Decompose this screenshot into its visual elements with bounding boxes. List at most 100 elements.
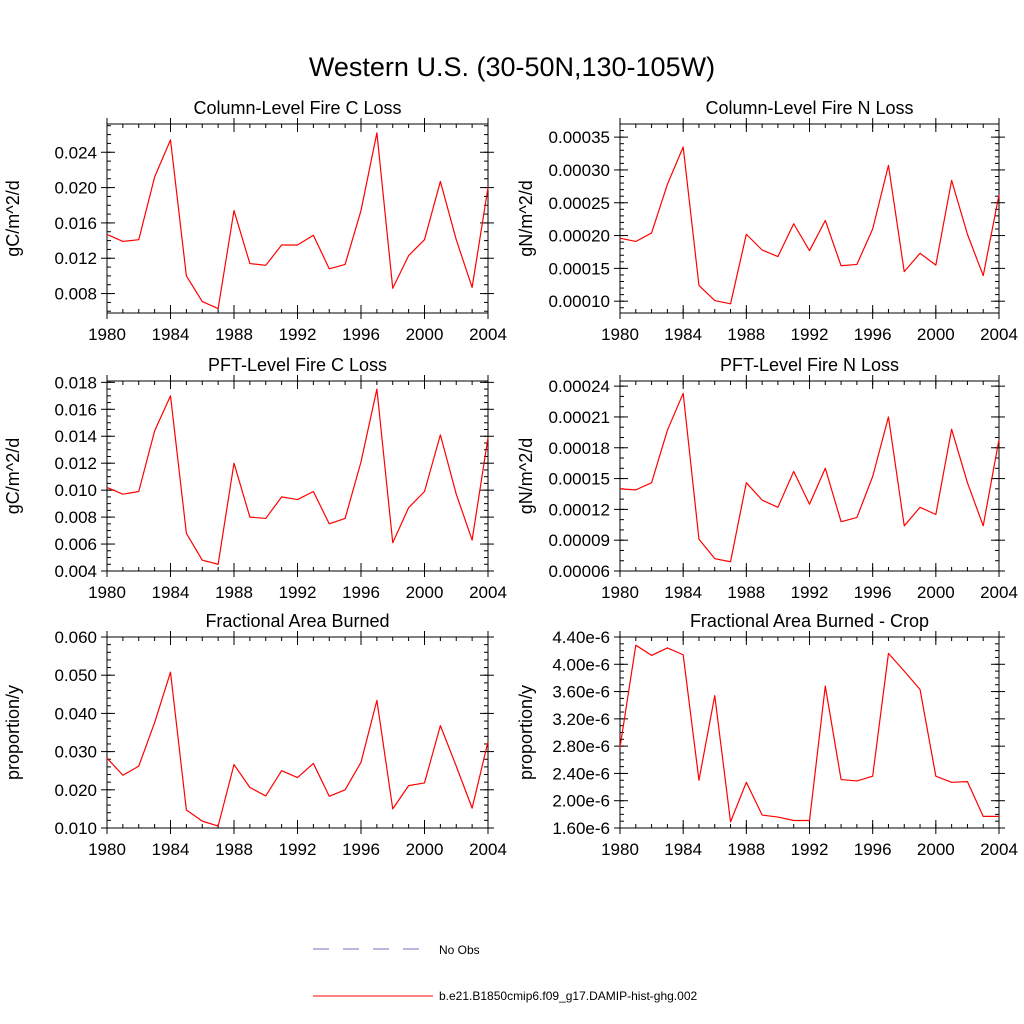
chart-panel-3: 0.004 0.006 0.008 0.010 0.012 0.014 0.016 0.018…: [3, 355, 507, 602]
x-tick-label: 1996: [854, 583, 892, 602]
y-tick-label: 0.004: [54, 562, 97, 581]
series-line-1: [106, 388, 489, 565]
x-tick-label: 1988: [215, 325, 253, 344]
y-tick-label: 1.60e-6: [552, 819, 610, 838]
legend: No Obs b.e21.B1850cmip6.f09_g17.DAMIP-hi…: [313, 943, 697, 1003]
y-tick-label: 0.00020: [549, 227, 610, 246]
x-tick-label: 2004: [469, 583, 507, 602]
chart-panel-2: 0.00010 0.00015 0.00020 0.00025 0.00030 0.000…: [516, 98, 1018, 344]
x-tick-label: 1984: [152, 840, 190, 859]
x-tick-label: 1992: [791, 325, 829, 344]
x-tick-label: 1988: [727, 583, 765, 602]
x-tick-label: 1996: [342, 840, 380, 859]
y-tick-label: 0.00009: [549, 531, 610, 550]
y-tick-label: 0.012: [54, 249, 97, 268]
chart-panel-1: 0.008 0.012 0.016 0.020 0.024 1980 1984 1988 199…: [3, 98, 507, 344]
x-tick-label: 2004: [469, 325, 507, 344]
y-tick-label: 3.60e-6: [552, 683, 610, 702]
x-tick-label: 1996: [854, 325, 892, 344]
x-tick-label: 1984: [152, 325, 190, 344]
y-tick-label: 0.020: [54, 179, 97, 198]
x-tick-label: 1992: [279, 583, 317, 602]
y-tick-label: 0.014: [54, 427, 97, 446]
y-tick-label: 0.00015: [549, 259, 610, 278]
y-tick-label: 0.00006: [549, 562, 610, 581]
series-line-1: [106, 132, 489, 310]
chart-panel-5: 0.010 0.020 0.030 0.040 0.050 0.060 1980 1984 19…: [3, 611, 507, 859]
x-tick-label: 1988: [215, 840, 253, 859]
chart-panel-6: 1.60e-6 2.00e-6 2.40e-6 2.80e-6 3.20e-6 3.60e…: [516, 611, 1018, 859]
y-tick-label: 0.00030: [549, 161, 610, 180]
y-tick-label: 0.00025: [549, 194, 610, 213]
x-tick-label: 1992: [791, 583, 829, 602]
y-tick-label: 2.40e-6: [552, 764, 610, 783]
x-tick-label: 2004: [980, 583, 1018, 602]
y-tick-label: 0.00024: [549, 377, 610, 396]
y-tick-label: 2.00e-6: [552, 792, 610, 811]
x-tick-label: 1984: [152, 583, 190, 602]
y-tick-label: 0.030: [54, 743, 97, 762]
y-tick-label: 0.040: [54, 704, 97, 723]
y-tick-label: 0.010: [54, 481, 97, 500]
x-tick-label: 1980: [601, 325, 639, 344]
y-axis-label: proportion/y: [3, 685, 23, 780]
panel-title: PFT-Level Fire N Loss: [720, 355, 899, 375]
chart-panels: 0.008 0.012 0.016 0.020 0.024 1980 1984 1988 199…: [3, 98, 1018, 859]
series-line-1: [619, 146, 1000, 305]
y-tick-label: 0.060: [54, 628, 97, 647]
series-line-1: [619, 392, 1000, 563]
x-tick-label: 1984: [664, 583, 702, 602]
x-tick-label: 1984: [664, 325, 702, 344]
x-tick-label: 1980: [88, 325, 126, 344]
chart-panel-4: 0.00006 0.00009 0.00012 0.00015 0.00018 0.000…: [516, 355, 1018, 602]
panel-title: Column-Level Fire C Loss: [193, 98, 401, 118]
y-tick-label: 0.024: [54, 143, 97, 162]
x-tick-label: 1988: [727, 840, 765, 859]
y-tick-label: 0.00018: [549, 439, 610, 458]
legend-label-no-obs: No Obs: [439, 943, 480, 957]
y-tick-label: 4.00e-6: [552, 655, 610, 674]
x-tick-label: 1984: [664, 840, 702, 859]
y-tick-label: 0.008: [54, 285, 97, 304]
plot-frame: [619, 123, 1000, 314]
y-tick-label: 0.006: [54, 535, 97, 554]
x-tick-label: 2000: [406, 583, 444, 602]
x-tick-label: 1980: [601, 840, 639, 859]
y-tick-label: 4.40e-6: [552, 628, 610, 647]
panel-title: Column-Level Fire N Loss: [705, 98, 913, 118]
y-tick-label: 0.00021: [549, 408, 610, 427]
y-tick-label: 0.020: [54, 781, 97, 800]
x-tick-label: 2000: [917, 583, 955, 602]
x-tick-label: 2000: [917, 840, 955, 859]
x-tick-label: 2000: [917, 325, 955, 344]
x-tick-label: 1988: [727, 325, 765, 344]
x-tick-label: 2004: [980, 325, 1018, 344]
x-tick-label: 2000: [406, 840, 444, 859]
y-tick-label: 0.00015: [549, 470, 610, 489]
y-axis-label: gC/m^2/d: [3, 180, 23, 256]
y-tick-label: 2.80e-6: [552, 737, 610, 756]
x-tick-label: 1996: [342, 583, 380, 602]
panel-title: Fractional Area Burned - Crop: [690, 611, 929, 631]
y-tick-label: 0.00012: [549, 500, 610, 519]
x-tick-label: 2000: [406, 325, 444, 344]
y-tick-label: 3.20e-6: [552, 710, 610, 729]
x-tick-label: 1992: [279, 325, 317, 344]
x-tick-label: 1988: [215, 583, 253, 602]
series-line-1: [106, 671, 489, 827]
y-tick-label: 0.010: [54, 819, 97, 838]
panel-title: PFT-Level Fire C Loss: [208, 355, 387, 375]
y-axis-label: gN/m^2/d: [516, 180, 536, 256]
panel-title: Fractional Area Burned: [205, 611, 389, 631]
legend-label-model-run: b.e21.B1850cmip6.f09_g17.DAMIP-hist-ghg.…: [439, 989, 697, 1003]
x-tick-label: 1980: [88, 583, 126, 602]
x-tick-label: 1996: [854, 840, 892, 859]
y-tick-label: 0.008: [54, 508, 97, 527]
x-tick-label: 1992: [791, 840, 829, 859]
series-line-1: [619, 644, 999, 823]
y-axis-label: proportion/y: [516, 685, 536, 780]
plot-frame: [619, 636, 1000, 829]
x-tick-label: 1980: [88, 840, 126, 859]
plot-frame: [106, 636, 489, 829]
